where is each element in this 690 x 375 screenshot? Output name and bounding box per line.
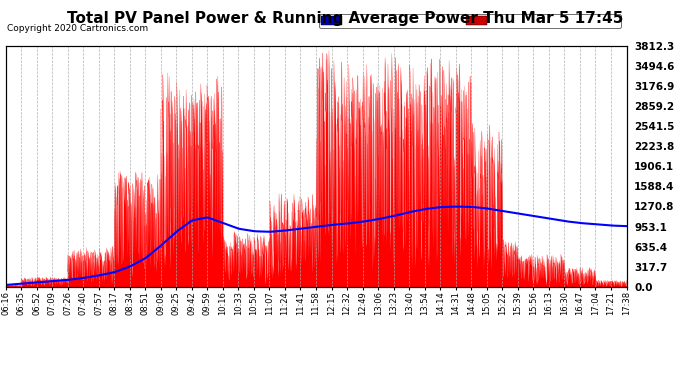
Text: Copyright 2020 Cartronics.com: Copyright 2020 Cartronics.com	[7, 24, 148, 33]
Text: Total PV Panel Power & Running Average Power Thu Mar 5 17:45: Total PV Panel Power & Running Average P…	[67, 11, 623, 26]
Legend: Average  (DC Watts), PV Panels  (DC Watts): Average (DC Watts), PV Panels (DC Watts)	[319, 13, 621, 28]
